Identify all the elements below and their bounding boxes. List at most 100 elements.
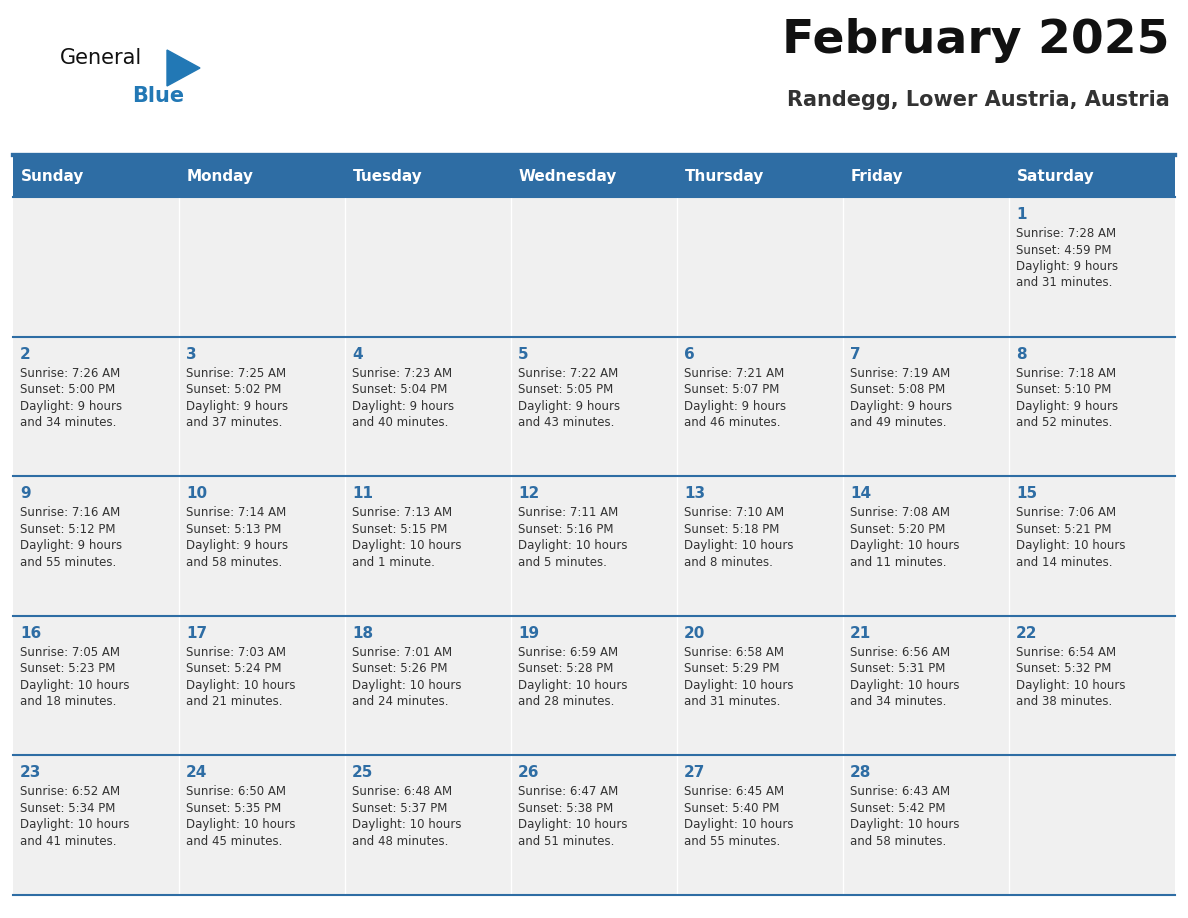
Text: and 11 minutes.: and 11 minutes. <box>849 555 947 568</box>
Text: Sunset: 5:10 PM: Sunset: 5:10 PM <box>1016 383 1112 396</box>
Text: Sunset: 5:12 PM: Sunset: 5:12 PM <box>20 522 115 536</box>
Text: and 41 minutes.: and 41 minutes. <box>20 834 116 848</box>
Text: Sunrise: 6:43 AM: Sunrise: 6:43 AM <box>849 786 950 799</box>
Text: Sunset: 5:37 PM: Sunset: 5:37 PM <box>352 802 448 815</box>
Text: Daylight: 9 hours: Daylight: 9 hours <box>20 539 122 553</box>
Text: and 34 minutes.: and 34 minutes. <box>20 416 116 429</box>
Text: Sunset: 5:08 PM: Sunset: 5:08 PM <box>849 383 946 396</box>
Text: Sunset: 5:05 PM: Sunset: 5:05 PM <box>518 383 613 396</box>
Bar <box>179 476 345 616</box>
Text: Sunrise: 7:22 AM: Sunrise: 7:22 AM <box>518 366 618 380</box>
Bar <box>179 756 345 895</box>
Text: and 38 minutes.: and 38 minutes. <box>1016 695 1112 709</box>
Text: Daylight: 10 hours: Daylight: 10 hours <box>1016 678 1125 692</box>
Bar <box>345 197 511 337</box>
Text: and 43 minutes.: and 43 minutes. <box>518 416 614 429</box>
Text: February 2025: February 2025 <box>783 18 1170 63</box>
Text: 10: 10 <box>187 487 207 501</box>
Text: Sunrise: 7:26 AM: Sunrise: 7:26 AM <box>20 366 120 380</box>
Text: Sunset: 5:23 PM: Sunset: 5:23 PM <box>20 662 115 676</box>
Bar <box>843 197 1009 337</box>
Text: and 1 minute.: and 1 minute. <box>352 555 435 568</box>
Bar <box>13 616 179 756</box>
Text: 14: 14 <box>849 487 871 501</box>
Text: Daylight: 10 hours: Daylight: 10 hours <box>352 678 461 692</box>
Text: and 5 minutes.: and 5 minutes. <box>518 555 607 568</box>
Text: 6: 6 <box>684 347 695 362</box>
Text: Sunset: 5:13 PM: Sunset: 5:13 PM <box>187 522 282 536</box>
Text: Sunrise: 7:23 AM: Sunrise: 7:23 AM <box>352 366 453 380</box>
Bar <box>677 756 843 895</box>
Text: Sunrise: 6:58 AM: Sunrise: 6:58 AM <box>684 645 784 659</box>
Bar <box>179 616 345 756</box>
Text: Sunrise: 7:18 AM: Sunrise: 7:18 AM <box>1016 366 1116 380</box>
Text: 22: 22 <box>1016 626 1037 641</box>
Text: Sunset: 5:42 PM: Sunset: 5:42 PM <box>849 802 946 815</box>
Text: 2: 2 <box>20 347 31 362</box>
Text: Sunset: 5:32 PM: Sunset: 5:32 PM <box>1016 662 1112 676</box>
Text: 27: 27 <box>684 766 706 780</box>
Bar <box>511 197 677 337</box>
Text: Daylight: 9 hours: Daylight: 9 hours <box>518 399 620 412</box>
Text: Daylight: 9 hours: Daylight: 9 hours <box>1016 399 1118 412</box>
Text: Daylight: 10 hours: Daylight: 10 hours <box>849 678 960 692</box>
Text: Sunset: 5:28 PM: Sunset: 5:28 PM <box>518 662 613 676</box>
Text: Daylight: 9 hours: Daylight: 9 hours <box>187 539 289 553</box>
Text: 11: 11 <box>352 487 373 501</box>
Text: Randegg, Lower Austria, Austria: Randegg, Lower Austria, Austria <box>788 90 1170 110</box>
Bar <box>677 476 843 616</box>
Bar <box>345 616 511 756</box>
Text: and 45 minutes.: and 45 minutes. <box>187 834 283 848</box>
Bar <box>843 476 1009 616</box>
Text: 16: 16 <box>20 626 42 641</box>
Text: Sunrise: 7:14 AM: Sunrise: 7:14 AM <box>187 506 286 520</box>
Bar <box>843 756 1009 895</box>
Text: 20: 20 <box>684 626 706 641</box>
Text: Sunset: 5:40 PM: Sunset: 5:40 PM <box>684 802 779 815</box>
Text: Sunrise: 7:16 AM: Sunrise: 7:16 AM <box>20 506 120 520</box>
Text: Sunrise: 6:56 AM: Sunrise: 6:56 AM <box>849 645 950 659</box>
Text: Daylight: 10 hours: Daylight: 10 hours <box>187 678 296 692</box>
Bar <box>13 476 179 616</box>
Bar <box>1009 756 1175 895</box>
Text: Sunrise: 7:03 AM: Sunrise: 7:03 AM <box>187 645 286 659</box>
Bar <box>179 337 345 476</box>
Text: Sunrise: 7:28 AM: Sunrise: 7:28 AM <box>1016 227 1116 240</box>
Bar <box>345 476 511 616</box>
Text: and 55 minutes.: and 55 minutes. <box>20 555 116 568</box>
Text: Sunset: 5:15 PM: Sunset: 5:15 PM <box>352 522 448 536</box>
Text: Sunrise: 6:54 AM: Sunrise: 6:54 AM <box>1016 645 1116 659</box>
Bar <box>677 616 843 756</box>
Text: and 48 minutes.: and 48 minutes. <box>352 834 448 848</box>
Text: Saturday: Saturday <box>1017 169 1095 184</box>
Text: and 46 minutes.: and 46 minutes. <box>684 416 781 429</box>
Text: Sunset: 5:26 PM: Sunset: 5:26 PM <box>352 662 448 676</box>
Text: Daylight: 9 hours: Daylight: 9 hours <box>849 399 952 412</box>
Text: 28: 28 <box>849 766 871 780</box>
Bar <box>677 197 843 337</box>
Text: Sunrise: 6:52 AM: Sunrise: 6:52 AM <box>20 786 120 799</box>
Text: Sunset: 5:35 PM: Sunset: 5:35 PM <box>187 802 282 815</box>
Text: Daylight: 10 hours: Daylight: 10 hours <box>684 819 794 832</box>
Bar <box>511 756 677 895</box>
Text: and 55 minutes.: and 55 minutes. <box>684 834 781 848</box>
Bar <box>843 616 1009 756</box>
Text: Sunrise: 7:08 AM: Sunrise: 7:08 AM <box>849 506 950 520</box>
Text: and 51 minutes.: and 51 minutes. <box>518 834 614 848</box>
Text: Sunrise: 6:47 AM: Sunrise: 6:47 AM <box>518 786 618 799</box>
Text: Sunset: 5:07 PM: Sunset: 5:07 PM <box>684 383 779 396</box>
Text: Monday: Monday <box>187 169 254 184</box>
Text: Daylight: 9 hours: Daylight: 9 hours <box>1016 260 1118 273</box>
Text: 15: 15 <box>1016 487 1037 501</box>
Text: Daylight: 10 hours: Daylight: 10 hours <box>518 539 627 553</box>
Text: Wednesday: Wednesday <box>519 169 618 184</box>
Text: Sunset: 5:18 PM: Sunset: 5:18 PM <box>684 522 779 536</box>
Text: Daylight: 9 hours: Daylight: 9 hours <box>684 399 786 412</box>
Text: 5: 5 <box>518 347 529 362</box>
Text: Tuesday: Tuesday <box>353 169 423 184</box>
Bar <box>511 337 677 476</box>
Text: Sunrise: 6:59 AM: Sunrise: 6:59 AM <box>518 645 618 659</box>
Bar <box>13 155 1175 197</box>
Text: Daylight: 10 hours: Daylight: 10 hours <box>849 819 960 832</box>
Text: Thursday: Thursday <box>685 169 764 184</box>
